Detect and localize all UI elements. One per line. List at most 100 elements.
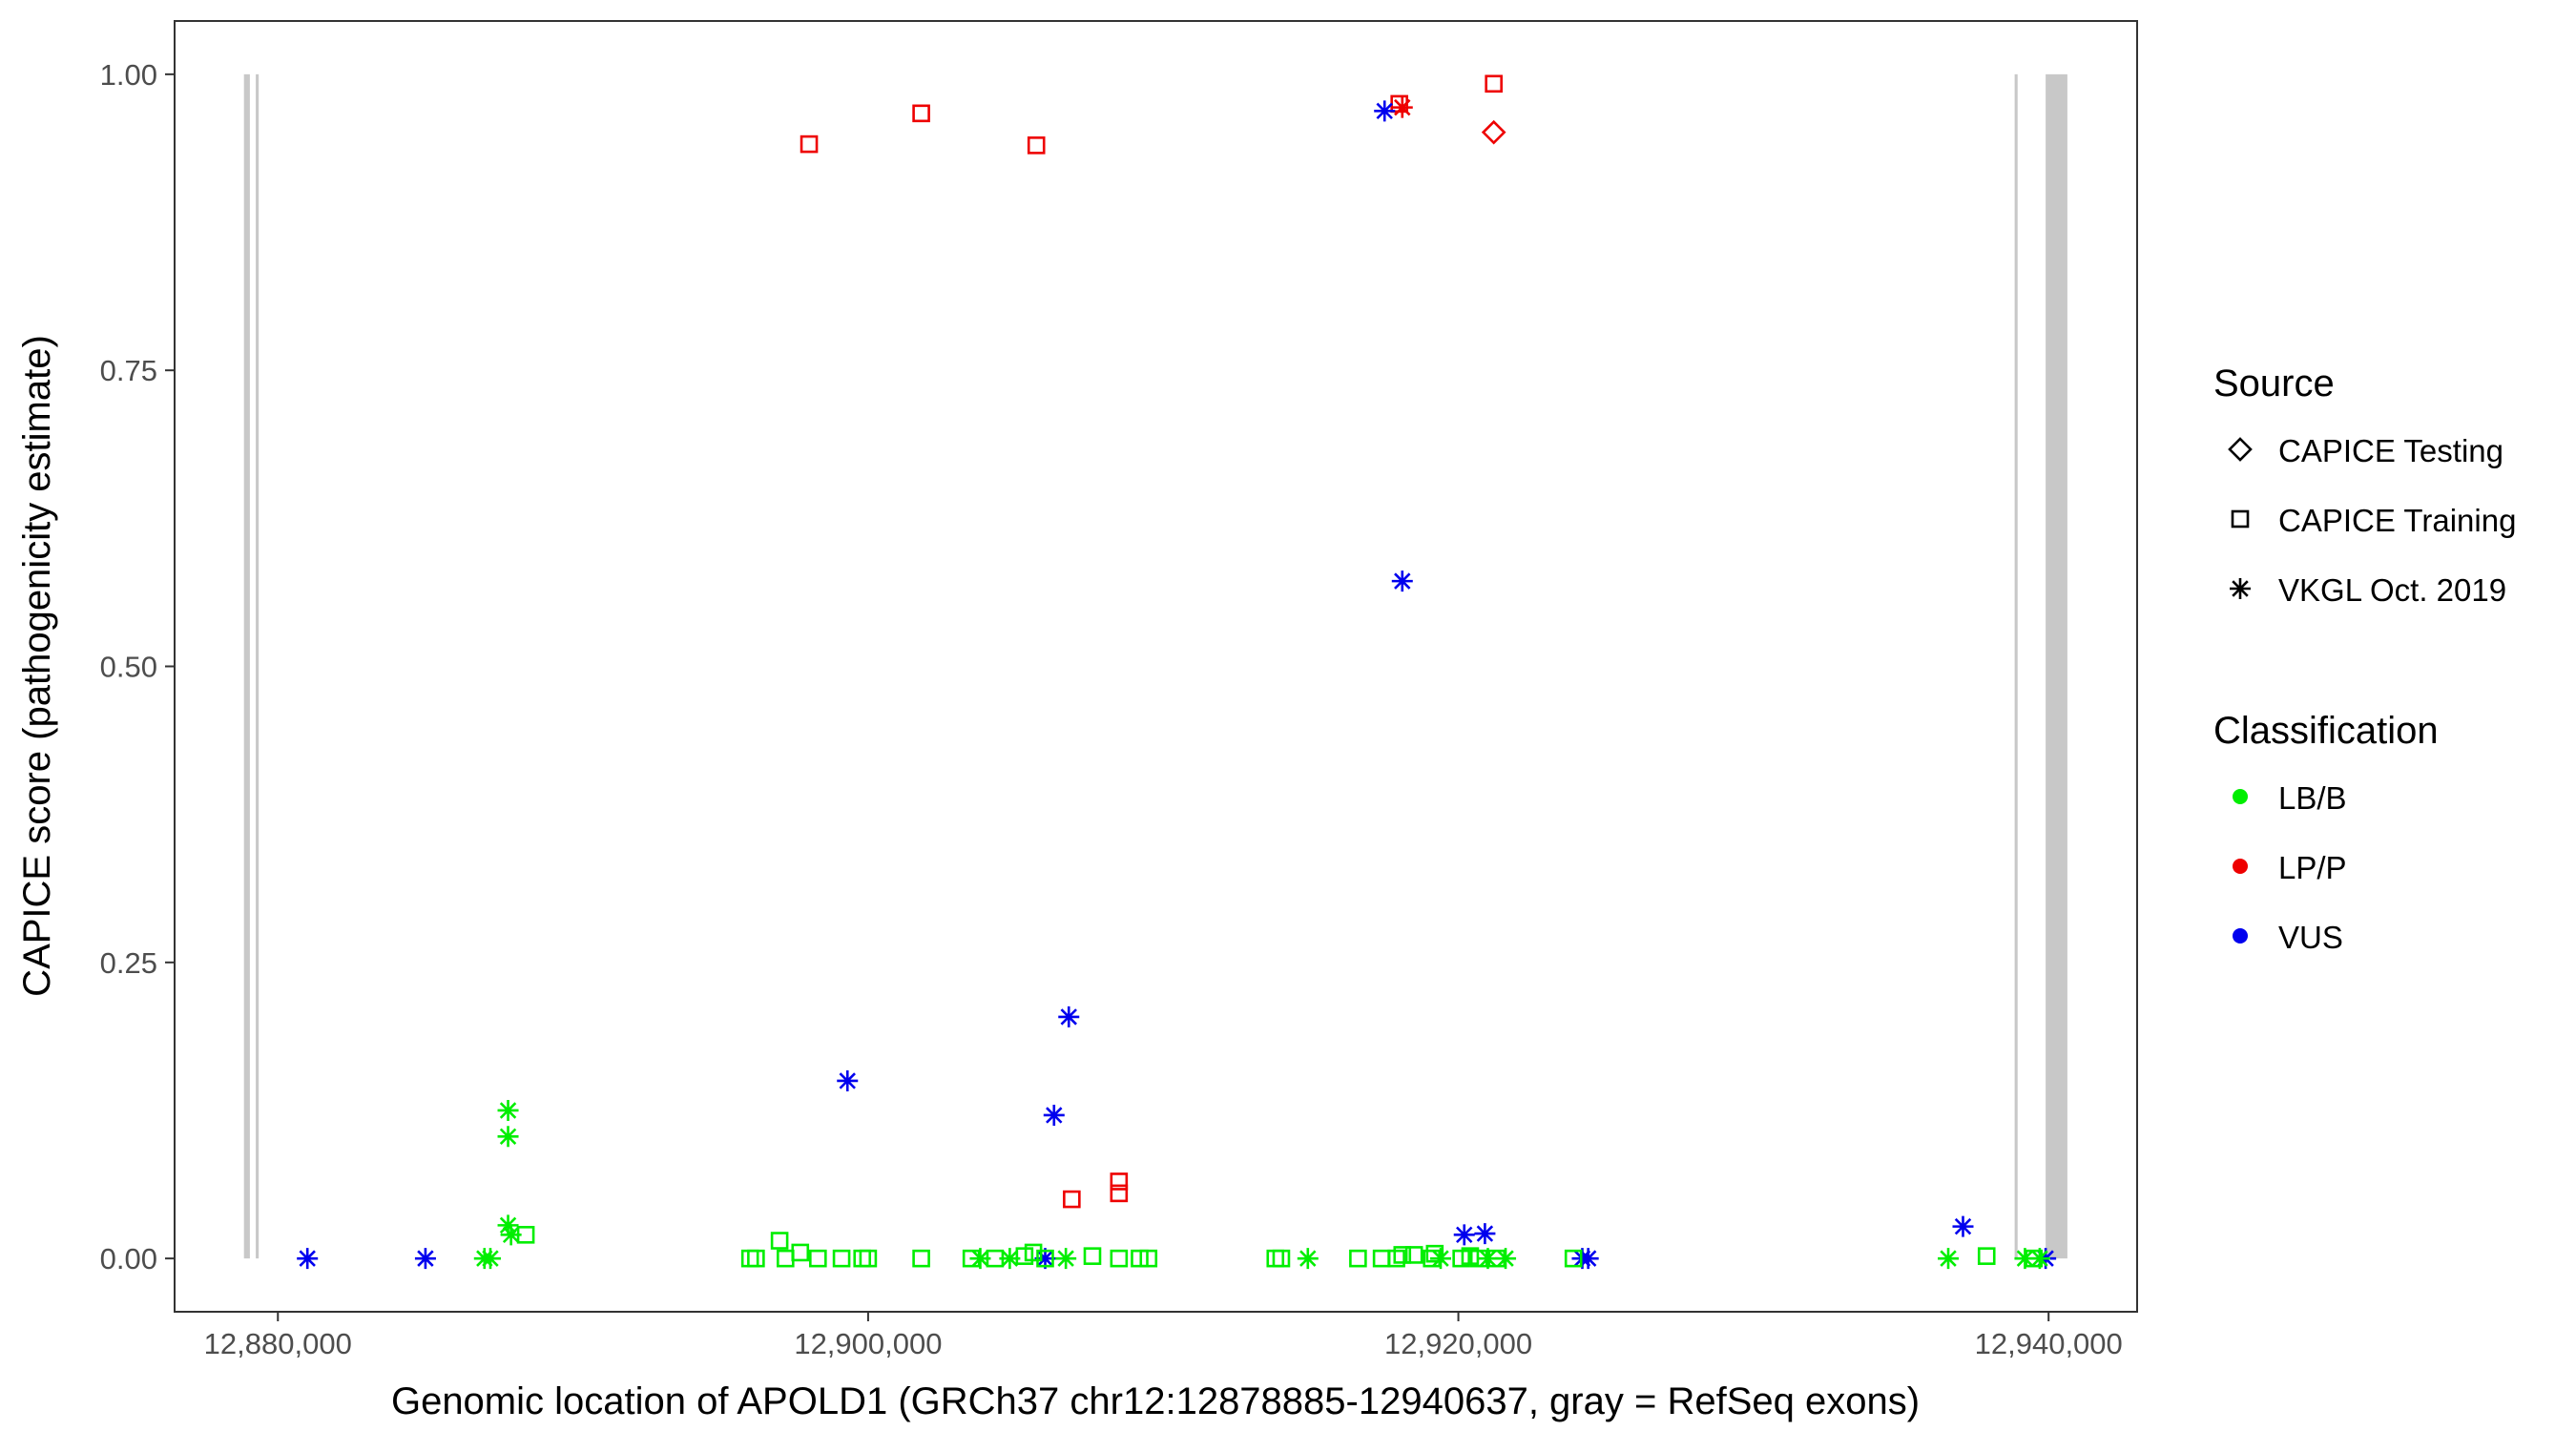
data-point [832,1249,851,1268]
data-point-asterisk [969,1248,991,1270]
data-point-asterisk [497,1214,519,1236]
data-point [1938,1248,1960,1270]
data-point [1058,1006,1080,1027]
data-point [1387,1249,1405,1268]
data-point [497,1099,519,1121]
data-point [1034,1248,1056,1270]
data-point-asterisk [497,1126,519,1148]
data-point-asterisk [1474,1223,1496,1245]
exon-band [2014,73,2018,1259]
data-point [1349,1249,1367,1268]
legend-classification-key [2233,928,2248,944]
data-point [1391,570,1413,592]
x-tick-label: 12,900,000 [794,1327,942,1360]
data-point-asterisk [1495,1248,1517,1270]
data-point [770,1232,789,1250]
data-point [1083,1247,1102,1265]
data-point-asterisk [1430,1248,1451,1270]
data-point [297,1248,319,1270]
data-point-square [1387,1249,1405,1268]
data-point-square [1036,1249,1054,1268]
y-axis-title: CAPICE score (pathogenicity estimate) [16,335,58,997]
data-point [1564,1249,1583,1268]
data-point-square [912,1249,930,1268]
data-point [1110,1172,1129,1191]
data-point-square [809,1249,827,1268]
data-point [414,1248,436,1270]
data-point [1481,119,1506,145]
legend-classification-key [2233,789,2248,804]
data-point [1063,1190,1081,1209]
data-point [1272,1249,1291,1268]
data-point [1977,1247,1996,1265]
data-point-asterisk [1374,100,1396,122]
data-point [1952,1215,1974,1237]
data-point [1495,1248,1517,1270]
data-point-square [859,1249,878,1268]
data-point [859,1249,878,1268]
x-axis-title: Genomic location of APOLD1 (GRCh37 chr12… [391,1380,1920,1422]
data-point-asterisk [297,1248,319,1270]
data-point-asterisk [1938,1248,1960,1270]
data-point [1110,1184,1129,1203]
data-point-asterisk [837,1069,859,1091]
legend-source-key [2231,509,2250,529]
x-tick-label: 12,920,000 [1384,1327,1532,1360]
data-point-square [1027,136,1046,155]
data-point-square [747,1249,765,1268]
data-point-asterisk [1297,1248,1319,1270]
exon-band [256,73,260,1259]
data-point-asterisk [1058,1006,1080,1027]
legend-source: Source CAPICE Testing CAPICE Training VKGL… [2213,363,2516,608]
x-tick-label: 12,880,000 [204,1327,352,1360]
y-tick-label: 0.50 [100,651,157,684]
legend-source-key-asterisk [2230,578,2251,599]
data-point-asterisk [1952,1215,1974,1237]
exon-band [2046,73,2067,1259]
legend-source-key-diamond [2228,437,2253,462]
data-point [497,1126,519,1148]
data-point-diamond [1481,119,1506,145]
x-tick-label: 12,940,000 [1975,1327,2123,1360]
legend-source-title: Source [2213,363,2335,404]
data-point [1027,136,1046,155]
legend-source-key-square [2231,509,2250,529]
data-point-square [770,1232,789,1250]
data-point-asterisk [479,1248,501,1270]
data-point-asterisk [1391,570,1413,592]
data-point-square [912,104,930,123]
exon-bands [243,73,2067,1259]
legend-classification-label: VUS [2278,920,2343,955]
data-point [1297,1248,1319,1270]
legend-classification-key [2233,859,2248,874]
y-tick-label: 1.00 [100,58,157,92]
data-point [999,1248,1021,1270]
data-point [2028,1248,2050,1270]
data-point-square [1063,1190,1081,1209]
data-point [500,1224,522,1246]
data-point-square [1977,1247,1996,1265]
x-axis: 12,880,000 12,900,000 12,920,000 12,940,000 [204,1312,2123,1360]
data-point-asterisk [414,1248,436,1270]
data-point-asterisk [1055,1248,1077,1270]
y-axis: 0.00 0.25 0.50 0.75 1.00 [100,58,175,1275]
data-point [1404,1246,1423,1264]
data-point-square [1110,1249,1129,1268]
legend-source-key [2228,437,2253,462]
data-point [837,1069,859,1091]
data-point [1055,1248,1077,1270]
legend-source-label: VKGL Oct. 2019 [2278,572,2506,608]
legend-source-label: CAPICE Training [2278,503,2516,538]
y-tick-label: 0.00 [100,1242,157,1275]
data-point-asterisk [1577,1248,1599,1270]
y-tick-label: 0.75 [100,354,157,387]
data-point-asterisk [1453,1224,1475,1246]
exon-band [243,73,250,1259]
data-point-square [516,1226,535,1244]
data-point-asterisk [1391,96,1413,118]
data-point-asterisk [1034,1248,1056,1270]
data-point [516,1226,535,1244]
y-tick-label: 0.25 [100,946,157,980]
legend-classification-label: LP/P [2278,850,2347,885]
